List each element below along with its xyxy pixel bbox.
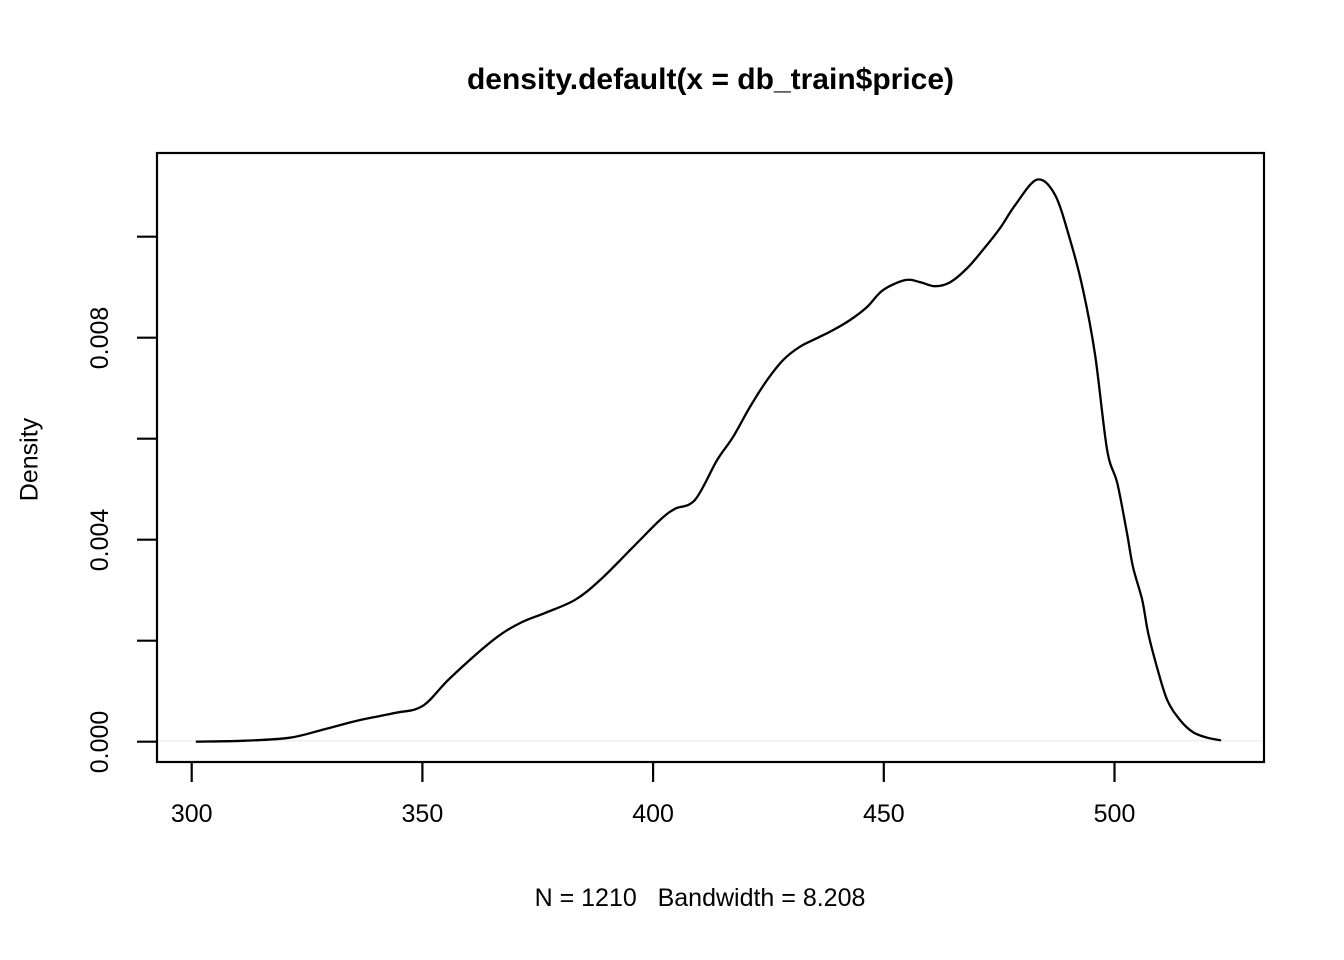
x-tick-label: 350 bbox=[401, 800, 444, 828]
axis-tick-marks bbox=[137, 235, 1116, 782]
y-tick-label: 0.008 bbox=[86, 306, 114, 369]
y-tick-label: 0.000 bbox=[86, 710, 114, 773]
x-axis-sublabel: N = 1210 Bandwidth = 8.208 bbox=[534, 884, 866, 912]
y-axis-title: Density bbox=[15, 417, 44, 502]
x-tick-label: 400 bbox=[632, 800, 674, 828]
plot-border-box bbox=[155, 151, 1266, 764]
plot-title: density.default(x = db_train$price) bbox=[466, 63, 955, 96]
y-tick-label: 0.004 bbox=[86, 508, 114, 571]
x-tick-label: 300 bbox=[170, 800, 213, 828]
x-tick-label: 500 bbox=[1093, 800, 1136, 828]
x-tick-label: 450 bbox=[862, 800, 905, 828]
density-curve bbox=[195, 178, 1222, 743]
